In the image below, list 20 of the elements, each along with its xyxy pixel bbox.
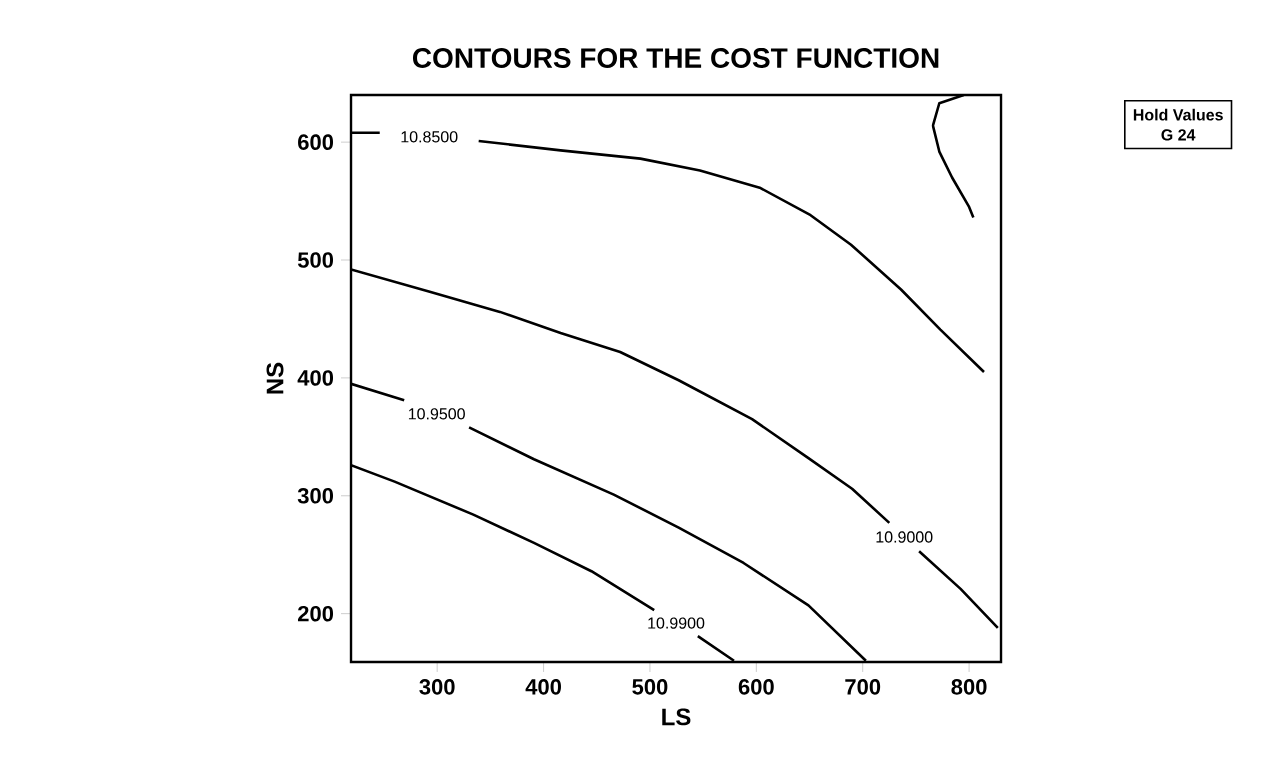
series-label: 10.9500 <box>408 408 465 420</box>
x-tick-label: 800 <box>951 679 987 695</box>
y-tick-label: 200 <box>297 605 334 622</box>
series-label: 10.8500 <box>401 131 458 143</box>
chart-title: CONTOURS FOR THE COST FUNCTION <box>412 48 939 68</box>
y-tick-label: 600 <box>298 134 334 150</box>
text: Hold Values <box>1133 108 1223 121</box>
text: G 24 <box>1161 129 1196 141</box>
y-tick-label: 300 <box>297 487 334 504</box>
y-axis-title: NS <box>266 362 284 394</box>
x-tick-label: 700 <box>845 679 881 695</box>
series-label: 10.9000 <box>876 531 933 543</box>
x-tick-label: 500 <box>632 679 668 695</box>
series-label: 10.9900 <box>648 617 705 629</box>
y-tick-label: 400 <box>297 370 334 386</box>
x-tick-label: 400 <box>525 679 561 695</box>
y-tick-label: 500 <box>297 252 334 268</box>
x-tick-label: 600 <box>738 679 774 695</box>
x-axis-title: LS <box>662 708 691 726</box>
x-tick-label: 300 <box>419 679 455 695</box>
